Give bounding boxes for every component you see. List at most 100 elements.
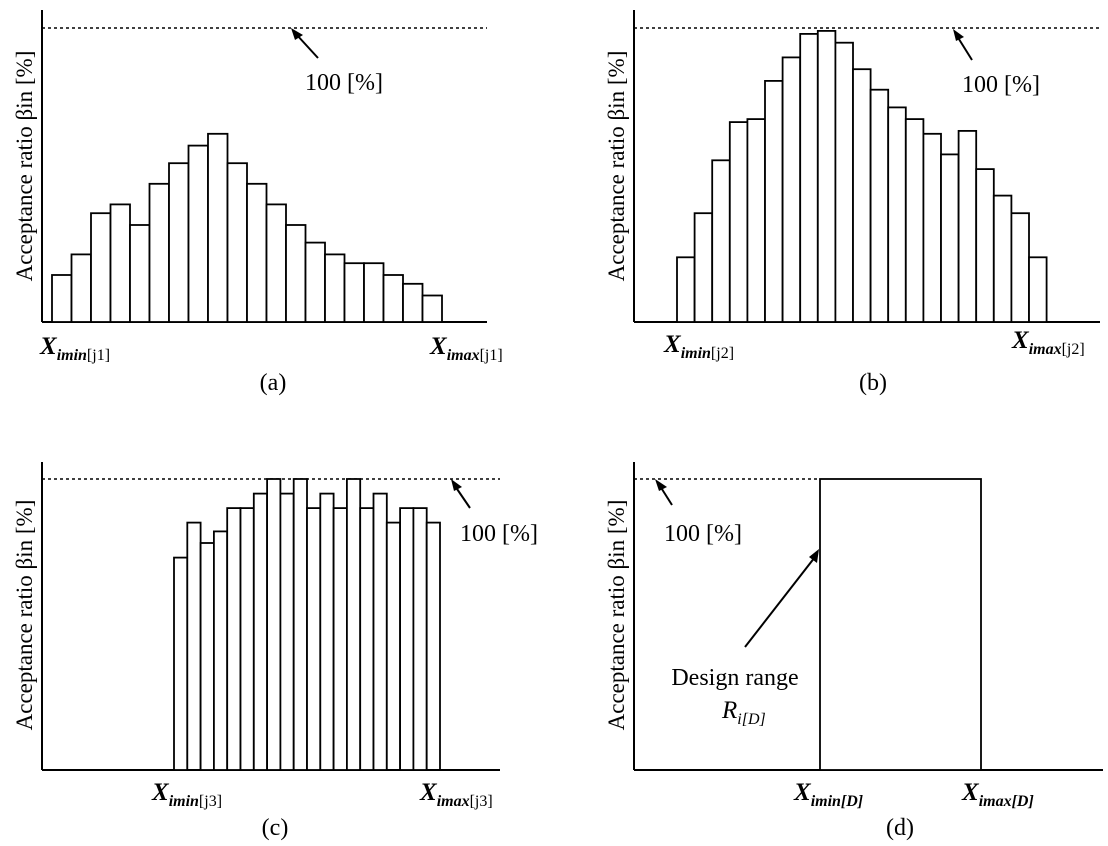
bar [199, 542, 215, 771]
reference-label: 100 [%] [305, 70, 383, 96]
bar [922, 132, 942, 323]
bar [239, 507, 255, 771]
bar [285, 224, 307, 323]
bar [1028, 256, 1048, 323]
reference-arrow [454, 485, 471, 509]
bar [279, 492, 295, 771]
bar [265, 203, 287, 323]
reference-label: 100 [%] [664, 521, 742, 547]
y-axis-label: Acceptance ratio βin [%] [604, 51, 629, 282]
design-range-arrowhead [809, 549, 819, 563]
x-min-label: Ximin[D] [793, 779, 863, 810]
reference-arrow [956, 35, 973, 61]
bar [306, 507, 322, 771]
bar [345, 478, 362, 771]
reference-label: 100 [%] [962, 72, 1040, 98]
bar [382, 274, 404, 323]
x-max-label: Ximax[j2] [1011, 327, 1085, 358]
bar [212, 530, 229, 771]
bar [226, 507, 242, 771]
reference-arrow [295, 33, 319, 59]
bar [173, 556, 189, 771]
reference-label: 100 [%] [460, 521, 538, 547]
bars [676, 29, 1048, 323]
bar [372, 492, 388, 771]
bar [399, 507, 415, 771]
bar [51, 274, 73, 323]
design-range-arrow [744, 556, 816, 648]
bar [148, 182, 170, 323]
x-max-label: Ximax[D] [961, 779, 1034, 810]
y-axis-label: Acceptance ratio βin [%] [12, 51, 37, 282]
bar [728, 121, 749, 323]
bar [319, 492, 335, 771]
bar [746, 118, 766, 323]
bar [425, 521, 441, 771]
bars [819, 478, 982, 771]
bar [332, 507, 348, 771]
x-min-label: Ximin[j2] [663, 331, 734, 362]
design-range-symbol: Ri[D] [721, 697, 766, 728]
bar [186, 521, 202, 771]
bar [304, 241, 326, 323]
bar [402, 282, 424, 323]
bar [187, 144, 209, 323]
y-axis-label: Acceptance ratio βin [%] [12, 500, 37, 731]
panel-b: 100 [%] Acceptance ratio βin [%] Ximin[j… [604, 10, 1100, 396]
bar [168, 162, 190, 323]
panel-a: 100 [%] Acceptance ratio βin [%] Ximin[j… [12, 10, 503, 396]
bar [226, 162, 248, 323]
bar [109, 203, 131, 323]
x-min-label: Ximin[j1] [39, 333, 110, 364]
bar [421, 294, 443, 323]
bar [816, 29, 837, 323]
x-min-label: Ximin[j3] [151, 779, 222, 810]
bar [887, 106, 907, 323]
bar [385, 521, 401, 771]
bar [129, 224, 151, 323]
y-axis-label: Acceptance ratio βin [%] [604, 500, 629, 731]
bar [975, 168, 995, 323]
bar [781, 56, 802, 323]
bar [957, 129, 978, 323]
bar [252, 492, 269, 771]
bar [90, 212, 112, 323]
bar [799, 33, 819, 323]
bar [992, 194, 1013, 323]
x-max-label: Ximax[j1] [429, 333, 503, 364]
bar [266, 478, 282, 771]
bar [1010, 212, 1030, 323]
bar [359, 507, 375, 771]
reference-arrowhead [953, 29, 964, 41]
x-max-label: Ximax[j3] [419, 779, 493, 810]
bar [70, 253, 92, 323]
panel-caption: (b) [859, 370, 887, 396]
panel-caption: (a) [260, 370, 287, 396]
bar [324, 253, 346, 323]
bar [343, 262, 365, 323]
panel-caption: (c) [262, 815, 289, 841]
bar [246, 182, 268, 323]
reference-arrowhead [451, 479, 462, 491]
bar [852, 68, 872, 323]
bar [711, 159, 731, 323]
bar [940, 153, 960, 323]
bars [51, 132, 443, 323]
bar [363, 262, 385, 323]
panel-caption: (d) [886, 815, 914, 841]
bar [834, 41, 854, 323]
panel-d: 100 [%] Design range Ri[D] Acceptance ra… [604, 462, 1103, 841]
bar [869, 88, 890, 323]
bar [676, 256, 696, 323]
reference-arrowhead [291, 28, 303, 40]
bar [207, 132, 229, 323]
bar [764, 80, 784, 323]
design-range-label: Design range [671, 665, 798, 691]
bars [173, 478, 441, 771]
bar [904, 118, 925, 323]
reference-arrowhead [655, 479, 667, 491]
panel-c: 100 [%] Acceptance ratio βin [%] Ximin[j… [12, 462, 538, 841]
bar [292, 478, 308, 771]
bar [819, 478, 982, 771]
